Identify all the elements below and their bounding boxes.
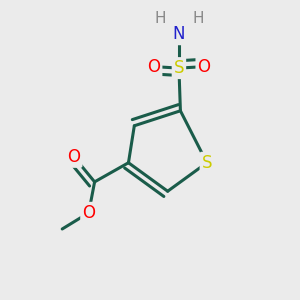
- Text: H: H: [192, 11, 204, 26]
- Text: O: O: [82, 204, 95, 222]
- Text: O: O: [147, 58, 161, 76]
- Text: S: S: [202, 154, 212, 172]
- Text: O: O: [68, 148, 80, 166]
- Text: S: S: [174, 59, 184, 77]
- Text: O: O: [197, 58, 211, 76]
- Text: H: H: [154, 11, 166, 26]
- Text: N: N: [173, 25, 185, 43]
